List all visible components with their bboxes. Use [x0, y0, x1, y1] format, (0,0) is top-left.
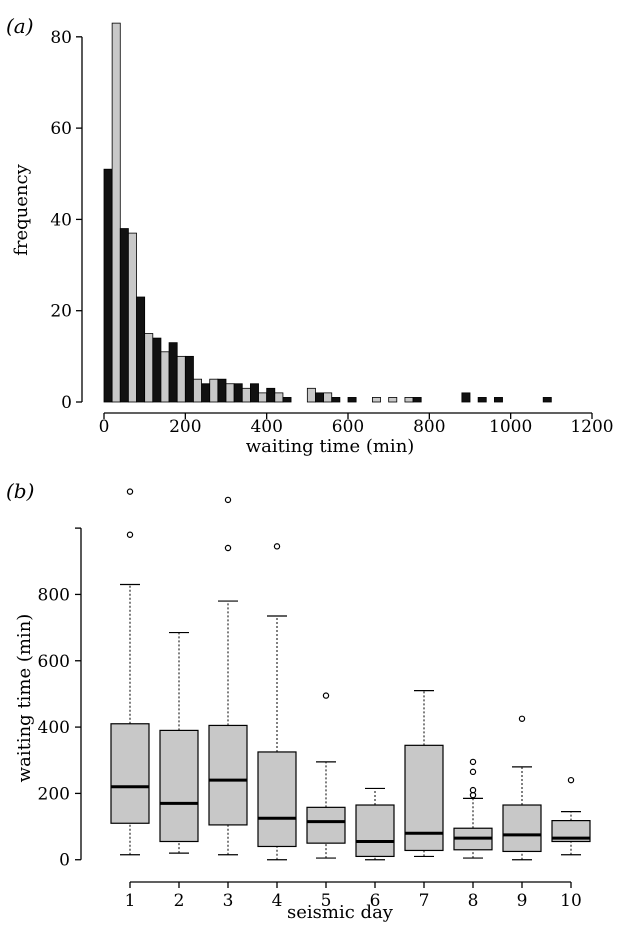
box-iqr	[159, 729, 199, 843]
histogram-bar	[176, 355, 186, 403]
x-tick-label: 8	[468, 891, 479, 911]
histogram-bar	[119, 228, 129, 403]
histogram-bar	[225, 383, 235, 403]
histogram-bar	[217, 378, 227, 403]
histogram-bar	[241, 387, 251, 403]
x-axis-label: waiting time (min)	[246, 436, 415, 457]
boxplot-panel: (b) 0 200 400 600 800 1 2 3 4 5 6 7 8 9 10 seismic day…	[6, 479, 591, 923]
x-tick-label: 2	[174, 891, 185, 911]
y-tick-label: 20	[50, 302, 72, 322]
x-tick-label: 200	[169, 417, 201, 437]
histogram-bar	[477, 397, 487, 403]
x-tick-label: 9	[517, 891, 528, 911]
histogram-bar	[103, 168, 113, 403]
histogram-bar	[282, 397, 292, 403]
panel-b-label: (b)	[6, 479, 34, 503]
histogram-bar	[193, 378, 202, 403]
histogram-bar	[160, 351, 170, 403]
histogram-bar	[201, 383, 211, 403]
box-iqr	[502, 804, 542, 853]
y-tick-label: 0	[59, 851, 70, 871]
histogram-bar	[404, 397, 414, 403]
y-tick-label: 400	[38, 718, 70, 738]
x-tick-label: 1200	[570, 417, 613, 437]
y-tick-label: 200	[38, 784, 70, 804]
panel-a-label: (a)	[6, 14, 34, 38]
x-tick-label: 1	[125, 891, 136, 911]
box-iqr	[208, 724, 248, 826]
histogram-bar	[209, 378, 219, 403]
histogram-bar	[266, 387, 276, 403]
histogram-bars	[103, 22, 552, 403]
histogram-bar	[306, 387, 316, 403]
box-iqr	[306, 806, 346, 844]
x-tick-label: 400	[250, 417, 282, 437]
x-tick-label: 600	[332, 417, 364, 437]
outlier-point	[224, 496, 232, 504]
x-tick-label: 0	[99, 417, 110, 437]
outlier-point	[273, 543, 281, 550]
histogram-bar	[233, 383, 243, 403]
outlier-point	[126, 488, 134, 495]
x-tick-label: 6	[370, 891, 381, 911]
x-tick-label: 1000	[489, 417, 532, 437]
y-tick-label: 600	[38, 652, 70, 672]
outlier-point	[469, 758, 477, 766]
histogram-bar	[461, 392, 471, 403]
box-iqr	[110, 723, 150, 824]
x-tick-label: 7	[419, 891, 430, 911]
box-iqr	[551, 820, 591, 843]
histogram-bar	[323, 392, 333, 403]
histogram-bar	[168, 342, 178, 403]
boxplot-boxes	[110, 488, 591, 861]
x-tick-label: 5	[321, 891, 332, 911]
histogram-bar	[152, 337, 162, 403]
histogram-bar	[274, 392, 284, 403]
outlier-point	[469, 786, 477, 794]
histogram-bar	[136, 296, 146, 403]
x-tick-label: 3	[223, 891, 234, 911]
histogram-bar	[258, 392, 268, 403]
histogram-bar	[127, 232, 137, 403]
histogram-bar	[144, 333, 154, 403]
y-tick-label: 800	[38, 585, 70, 605]
x-axis-label: seismic day	[287, 902, 394, 923]
y-tick-label: 40	[50, 210, 72, 230]
y-tick-label: 80	[50, 28, 72, 48]
y-axis-label: frequency	[11, 163, 32, 255]
histogram-bar	[315, 392, 325, 403]
x-tick-label: 10	[560, 891, 582, 911]
histogram-bar	[412, 397, 422, 403]
x-tick-label: 800	[413, 417, 445, 437]
box-iqr	[257, 751, 297, 848]
y-tick-label: 60	[50, 119, 72, 139]
histogram-bar	[493, 397, 503, 403]
histogram-bar	[542, 397, 552, 403]
histogram-bar	[371, 397, 381, 403]
outlier-point	[126, 531, 134, 538]
histogram-bar	[111, 22, 121, 403]
boxplot-axes: 0 200 400 600 800 1 2 3 4 5 6 7 8 9 10	[38, 527, 582, 911]
histogram-bar	[331, 397, 341, 403]
histogram-bar	[388, 397, 398, 403]
x-tick-label: 4	[272, 891, 283, 911]
outlier-point	[224, 544, 232, 552]
y-tick-label: 0	[61, 393, 72, 413]
histogram-bar	[249, 383, 259, 403]
outlier-point	[322, 692, 330, 699]
y-axis-label: waiting time (min)	[14, 614, 35, 783]
outlier-point	[567, 776, 575, 784]
box-iqr	[355, 804, 395, 858]
outlier-point	[518, 715, 526, 722]
histogram-bar	[184, 355, 194, 403]
histogram-bar	[347, 397, 357, 403]
outlier-point	[469, 768, 477, 776]
